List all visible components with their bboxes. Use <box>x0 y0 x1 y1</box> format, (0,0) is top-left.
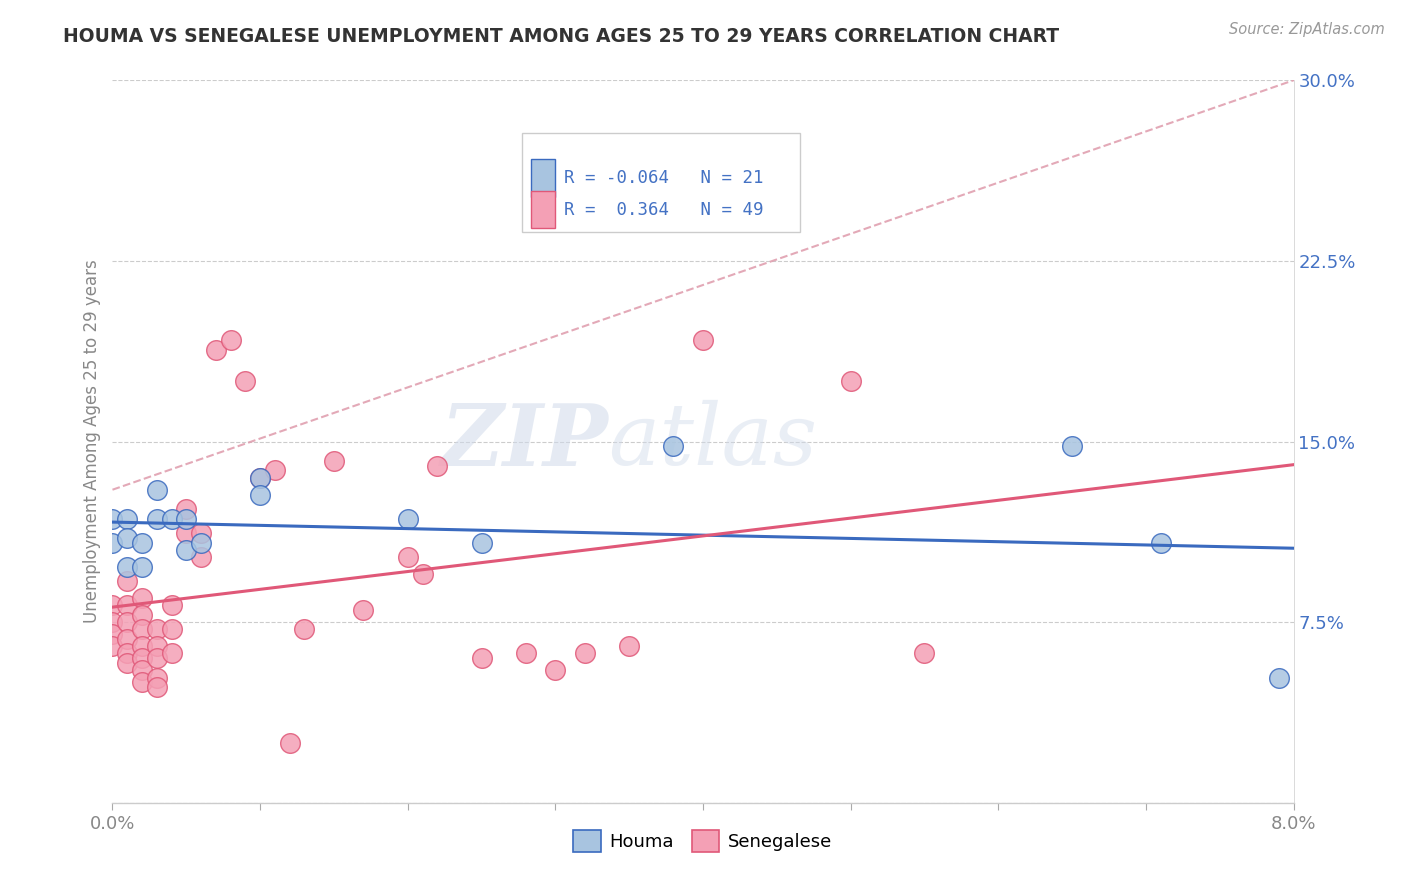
Point <box>117 647 138 661</box>
Point <box>249 470 271 484</box>
Point <box>146 483 169 497</box>
Point <box>174 511 197 525</box>
Point <box>131 559 153 574</box>
Point <box>101 627 124 641</box>
Text: HOUMA VS SENEGALESE UNEMPLOYMENT AMONG AGES 25 TO 29 YEARS CORRELATION CHART: HOUMA VS SENEGALESE UNEMPLOYMENT AMONG A… <box>63 27 1059 45</box>
Point <box>160 647 183 661</box>
Point <box>117 574 138 589</box>
Point <box>1268 671 1291 685</box>
Point <box>190 526 212 541</box>
Point <box>190 550 212 565</box>
Point <box>131 607 153 622</box>
Point <box>396 511 419 525</box>
Point <box>412 567 434 582</box>
Point <box>471 535 494 549</box>
Text: ZIP: ZIP <box>440 400 609 483</box>
Text: R =  0.364   N = 49: R = 0.364 N = 49 <box>564 201 763 219</box>
Point <box>292 623 315 637</box>
Point <box>131 639 153 653</box>
Y-axis label: Unemployment Among Ages 25 to 29 years: Unemployment Among Ages 25 to 29 years <box>83 260 101 624</box>
Point <box>146 671 169 685</box>
Point <box>914 647 936 661</box>
Point <box>146 511 169 525</box>
Point <box>160 599 183 613</box>
Point <box>692 334 714 348</box>
Point <box>117 511 138 525</box>
Point <box>544 664 567 678</box>
Point <box>1150 535 1173 549</box>
Point <box>278 735 301 749</box>
Point <box>323 454 346 468</box>
Point <box>146 623 169 637</box>
Point <box>249 470 271 484</box>
Point <box>219 334 242 348</box>
Point <box>117 559 138 574</box>
Point <box>471 651 494 665</box>
Point <box>249 487 271 501</box>
Point <box>131 651 153 665</box>
Point <box>174 526 197 541</box>
Point <box>662 439 685 453</box>
Point <box>101 639 124 653</box>
Point <box>190 535 212 549</box>
Point <box>117 615 138 630</box>
Point <box>117 599 138 613</box>
Point <box>574 647 596 661</box>
Point <box>101 599 124 613</box>
Point <box>131 535 153 549</box>
Point <box>131 623 153 637</box>
Point <box>233 374 256 388</box>
Point <box>160 623 183 637</box>
Point <box>117 531 138 545</box>
Point <box>160 511 183 525</box>
Point <box>146 651 169 665</box>
Point <box>839 374 862 388</box>
Point <box>396 550 419 565</box>
Text: atlas: atlas <box>609 401 818 483</box>
Point <box>264 463 287 477</box>
Point <box>131 664 153 678</box>
Point <box>131 591 153 605</box>
Text: Source: ZipAtlas.com: Source: ZipAtlas.com <box>1229 22 1385 37</box>
Text: R = -0.064   N = 21: R = -0.064 N = 21 <box>564 169 763 186</box>
Point <box>174 502 197 516</box>
Point <box>117 632 138 646</box>
Point <box>174 542 197 557</box>
Point <box>117 656 138 670</box>
Point <box>619 639 641 653</box>
Legend: Houma, Senegalese: Houma, Senegalese <box>567 822 839 859</box>
Point <box>101 615 124 630</box>
Point <box>426 458 449 473</box>
Point <box>101 535 124 549</box>
Point <box>146 680 169 694</box>
Point <box>101 511 124 525</box>
Point <box>352 603 374 617</box>
Point <box>1062 439 1084 453</box>
Point <box>131 675 153 690</box>
Point <box>205 343 228 357</box>
Point <box>146 639 169 653</box>
Point <box>515 647 537 661</box>
